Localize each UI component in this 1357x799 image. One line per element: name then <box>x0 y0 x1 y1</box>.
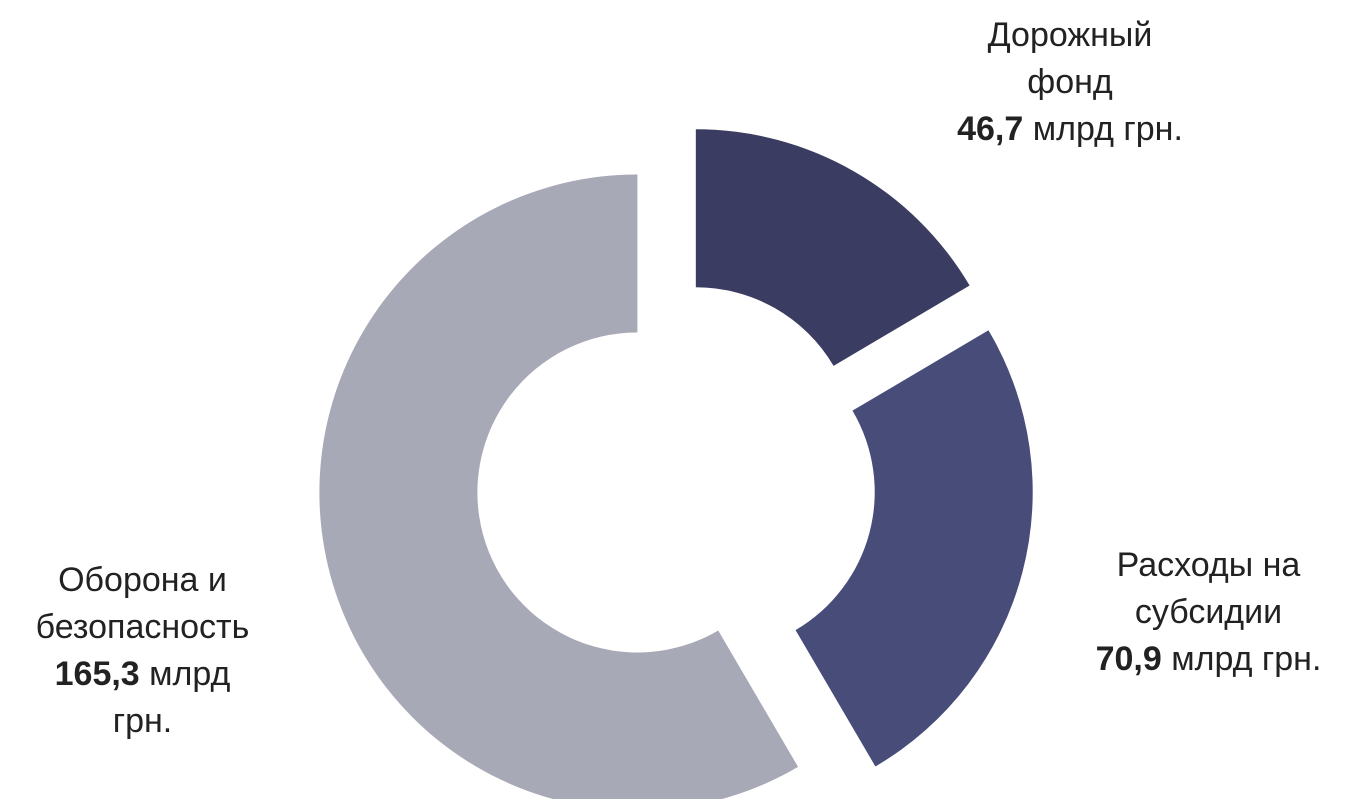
label-road-fund-value-line: 46,7 млрд грн. <box>905 106 1235 153</box>
slice-defense-security <box>319 174 799 799</box>
label-subsidies-line-1: Расходы на <box>1116 546 1301 584</box>
slice-subsidies <box>795 330 1033 767</box>
unit-defense-part-2: грн. <box>112 702 173 740</box>
unit-defense-part-1: млрд <box>149 655 231 693</box>
label-subsidies-line-2: субсидии <box>1134 593 1283 631</box>
value-defense: 165,3 <box>54 655 140 693</box>
slice-road-fund <box>695 129 970 366</box>
label-defense-security: Оборона и безопасность 165,3 млрд грн. <box>0 557 285 745</box>
value-subsidies: 70,9 <box>1095 640 1162 678</box>
label-road-fund: Дорожный фонд 46,7 млрд грн. <box>905 12 1235 153</box>
label-subsidies-value-line: 70,9 млрд грн. <box>1060 636 1357 683</box>
label-road-fund-line-2: фонд <box>1027 63 1113 101</box>
label-defense-line-1: Оборона и <box>58 561 227 599</box>
label-road-fund-line-1: Дорожный <box>987 16 1153 54</box>
value-road-fund: 46,7 <box>957 110 1024 148</box>
label-defense-value-line: 165,3 млрд <box>0 651 285 698</box>
label-subsidies: Расходы на субсидии 70,9 млрд грн. <box>1060 542 1357 683</box>
unit-road-fund: млрд грн. <box>1032 110 1183 148</box>
unit-subsidies: млрд грн. <box>1171 640 1322 678</box>
label-defense-line-2: безопасность <box>35 608 250 646</box>
